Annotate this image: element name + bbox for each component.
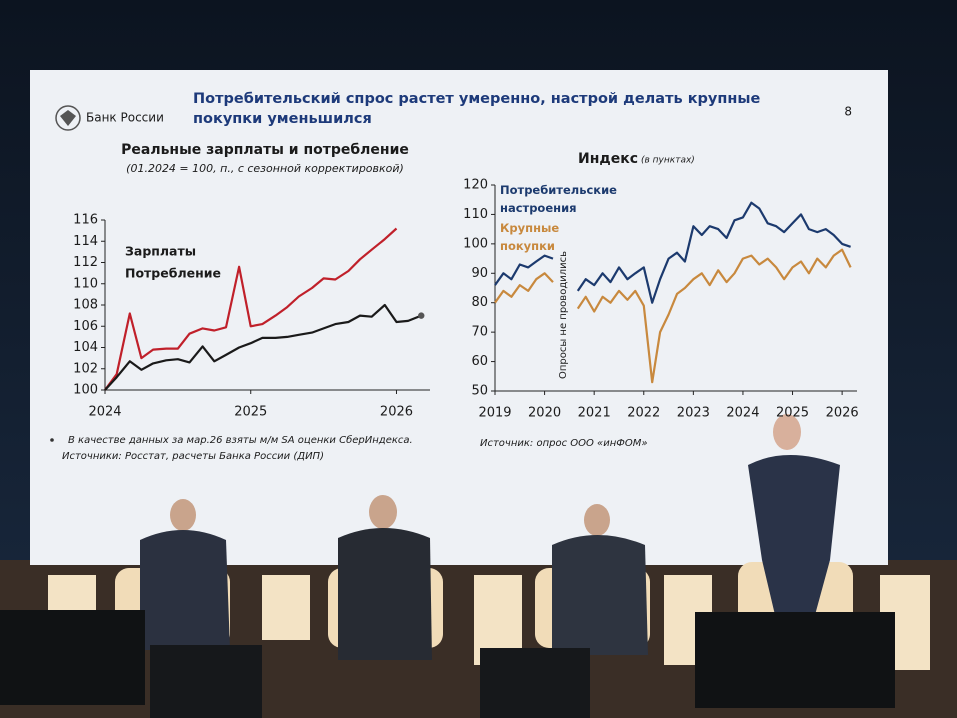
- speaker-body: [748, 455, 840, 615]
- side-table: [262, 575, 310, 640]
- person-body: [140, 530, 230, 650]
- page-number: 8: [844, 105, 852, 119]
- speaker-head: [773, 414, 801, 450]
- y-tick-label: 100: [73, 383, 98, 398]
- logo-icon: [55, 105, 81, 131]
- legend-label: Потребление: [125, 266, 221, 281]
- y-tick-label: 80: [471, 295, 488, 310]
- y-tick-label: 70: [471, 325, 488, 340]
- y-tick-label: 112: [73, 255, 98, 270]
- logo-eagle: [60, 110, 76, 126]
- y-tick-label: 120: [463, 178, 488, 193]
- monitor: [695, 612, 895, 708]
- x-tick-label: 2024: [88, 405, 121, 420]
- y-tick-label: 110: [73, 276, 98, 291]
- legend-label: Потребительские настроения: [500, 183, 617, 215]
- monitor: [150, 645, 262, 718]
- slide-title: Потребительский спрос растет умеренно, н…: [193, 91, 761, 127]
- chart-subtitle: (01.2024 = 100, п., с сезонной корректир…: [126, 162, 404, 175]
- y-tick-label: 114: [73, 234, 98, 249]
- stage: [0, 414, 930, 718]
- legend-label: Крупные покупки: [500, 221, 559, 253]
- bullet: [50, 438, 54, 442]
- slide: [30, 70, 888, 565]
- monitor: [0, 610, 145, 705]
- footnote: Источники: Росстат, расчеты Банка России…: [62, 451, 324, 462]
- y-tick-label: 116: [73, 213, 98, 228]
- y-tick-label: 102: [73, 361, 98, 376]
- chart-title: Реальные зарплаты и потребление: [121, 142, 409, 158]
- y-tick-label: 50: [471, 384, 488, 399]
- chart-subtitle: (в пунктах): [641, 156, 695, 166]
- series-line: [494, 201, 851, 304]
- x-tick-label: 2020: [528, 406, 561, 421]
- x-tick-label: 2026: [826, 406, 859, 421]
- series-line: [494, 248, 852, 384]
- y-tick-label: 60: [471, 354, 488, 369]
- x-tick-label: 2025: [776, 406, 809, 421]
- legend-label: Зарплаты: [125, 244, 196, 259]
- person-body: [338, 528, 432, 660]
- y-tick-label: 106: [73, 319, 98, 334]
- y-tick-label: 90: [471, 266, 488, 281]
- x-tick-label: 2024: [726, 406, 759, 421]
- footnote: В качестве данных за мар.26 взяты м/м SA…: [68, 434, 413, 446]
- series-line: [104, 227, 398, 391]
- x-tick-label: 2019: [478, 406, 511, 421]
- end-marker: [418, 312, 425, 319]
- x-tick-label: 2022: [627, 406, 660, 421]
- chart-title: Индекс: [578, 151, 638, 167]
- annotation: Опросы не проводились: [558, 251, 569, 379]
- x-tick-label: 2025: [234, 405, 267, 420]
- person-head: [369, 495, 397, 529]
- x-tick-label: 2026: [380, 405, 413, 420]
- source: Источник: опрос ООО «инФОМ»: [480, 438, 648, 449]
- x-tick-label: 2021: [578, 406, 611, 421]
- person-head: [584, 504, 610, 536]
- y-tick-label: 108: [73, 298, 98, 313]
- series-line: [104, 303, 422, 391]
- y-tick-label: 100: [463, 236, 488, 251]
- person-head: [170, 499, 196, 531]
- monitor: [480, 648, 590, 718]
- person-body: [552, 535, 648, 655]
- y-tick-label: 110: [463, 207, 488, 222]
- x-tick-label: 2023: [677, 406, 710, 421]
- y-tick-label: 104: [73, 340, 98, 355]
- logo-text: Банк России: [86, 111, 164, 125]
